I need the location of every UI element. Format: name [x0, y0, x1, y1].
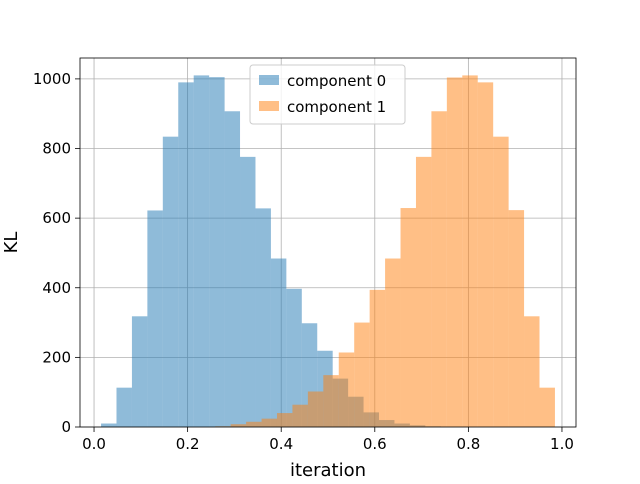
series-1-bars	[215, 75, 555, 428]
histogram-bar	[508, 210, 525, 427]
histogram-bar	[431, 111, 447, 427]
y-axis-label: KL	[1, 232, 22, 254]
histogram-bar	[162, 136, 179, 427]
legend-swatch	[259, 75, 279, 85]
x-tick-label: 0.6	[363, 435, 387, 453]
histogram-bar	[246, 421, 262, 427]
histogram-bar	[415, 156, 432, 428]
histogram-bar	[147, 210, 163, 427]
histogram-bar	[240, 156, 256, 428]
x-tick-label: 1.0	[550, 435, 574, 453]
histogram-bar	[261, 418, 277, 427]
histogram-bars	[101, 75, 555, 428]
y-tick-label: 600	[42, 209, 71, 227]
y-tick-label: 400	[42, 279, 71, 297]
x-tick-label: 0.0	[82, 435, 106, 453]
y-tick-label: 1000	[33, 70, 71, 88]
histogram-bar	[270, 258, 287, 427]
histogram-bar	[539, 387, 555, 427]
histogram-bar	[101, 423, 117, 427]
legend-frame	[249, 64, 406, 125]
histogram-bar	[292, 404, 308, 427]
x-axis-ticks: 0.0 0.2 0.4 0.6 0.8 1.0	[82, 427, 574, 453]
x-tick-label: 0.8	[456, 435, 480, 453]
histogram-bar	[462, 75, 478, 427]
histogram-bar	[193, 75, 210, 427]
histogram-bar	[178, 82, 194, 428]
histogram-bar	[446, 77, 463, 428]
legend-entry-label: component 0	[287, 72, 386, 90]
legend-entry-label: component 1	[287, 98, 386, 116]
histogram-bar	[493, 136, 509, 427]
y-tick-label: 800	[42, 140, 71, 158]
legend-swatch	[259, 101, 279, 111]
histogram-bar	[276, 413, 293, 427]
histogram-bar	[385, 258, 401, 427]
histogram-bar	[369, 289, 386, 427]
histogram-bar	[116, 387, 132, 427]
x-axis-label: iteration	[290, 460, 366, 480]
histogram-bar	[224, 111, 241, 427]
y-tick-label: 0	[61, 418, 71, 436]
histogram-bar	[354, 322, 370, 427]
histogram-bar	[286, 288, 302, 427]
histogram-bar	[323, 375, 339, 427]
histogram-bar	[209, 77, 225, 427]
histogram-bar	[230, 424, 247, 427]
histogram-bar	[307, 391, 324, 427]
histogram-bar	[400, 208, 416, 427]
histogram-bar	[477, 82, 494, 428]
x-tick-label: 0.4	[269, 435, 293, 453]
y-axis-ticks: 0 200 400 600 800 1000	[33, 70, 80, 436]
histogram-bar	[338, 352, 355, 427]
histogram-bar	[255, 208, 271, 427]
plot-frame	[79, 57, 577, 428]
x-tick-label: 0.2	[176, 435, 200, 453]
legend: component 0 component 1	[249, 64, 406, 125]
histogram-bar	[524, 316, 540, 427]
histogram-bar	[131, 316, 148, 427]
y-tick-label: 200	[42, 348, 71, 366]
